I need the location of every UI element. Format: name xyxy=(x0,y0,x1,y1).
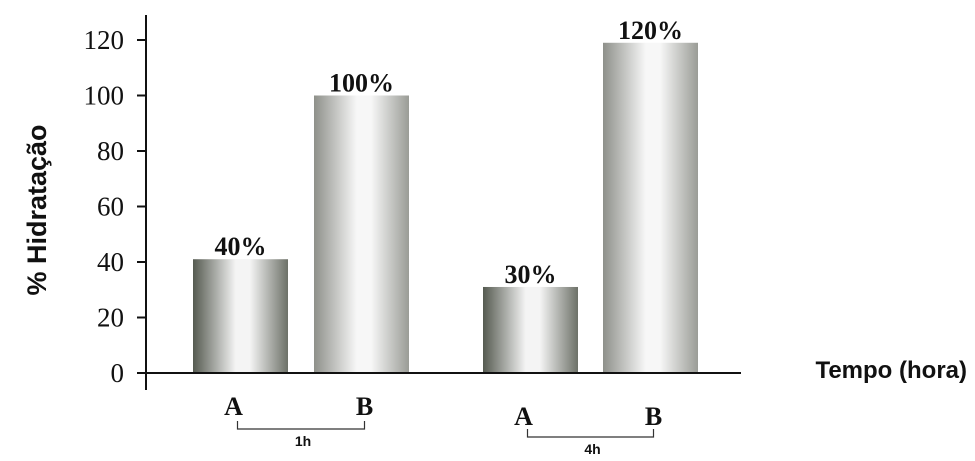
y-tick-label: 0 xyxy=(111,358,125,388)
y-tick-label: 80 xyxy=(97,136,124,166)
data-label: 30% xyxy=(505,260,557,289)
category-label: A xyxy=(514,402,533,431)
group-brackets: 1h 4h xyxy=(236,421,655,457)
y-tick-label: 60 xyxy=(97,192,124,222)
bars xyxy=(193,42,698,374)
y-tick-label: 100 xyxy=(84,81,125,111)
data-label: 40% xyxy=(215,232,267,261)
group-bracket xyxy=(236,421,366,430)
category-label: A xyxy=(224,392,243,421)
bar-1h-A xyxy=(193,259,288,373)
category-label: B xyxy=(356,392,373,421)
y-axis-label: % Hidratação xyxy=(22,124,52,295)
group-label: 1h xyxy=(295,433,311,449)
bar-4h-A xyxy=(483,286,578,373)
x-axis-label: Tempo (hora) xyxy=(815,357,967,384)
y-tick-label: 120 xyxy=(84,25,125,55)
data-labels: 40% 100% 30% 120% xyxy=(215,16,684,289)
bar-1h-B xyxy=(314,95,409,373)
group-bracket xyxy=(526,429,655,438)
data-label: 120% xyxy=(618,16,683,45)
group-label: 4h xyxy=(584,441,600,457)
data-label: 100% xyxy=(329,69,394,98)
y-axis-ticks: 0 20 40 60 80 100 120 xyxy=(84,25,146,388)
y-tick-label: 20 xyxy=(97,303,124,333)
y-tick-label: 40 xyxy=(97,247,124,277)
category-label: B xyxy=(645,402,662,431)
bar-4h-B xyxy=(603,42,698,374)
